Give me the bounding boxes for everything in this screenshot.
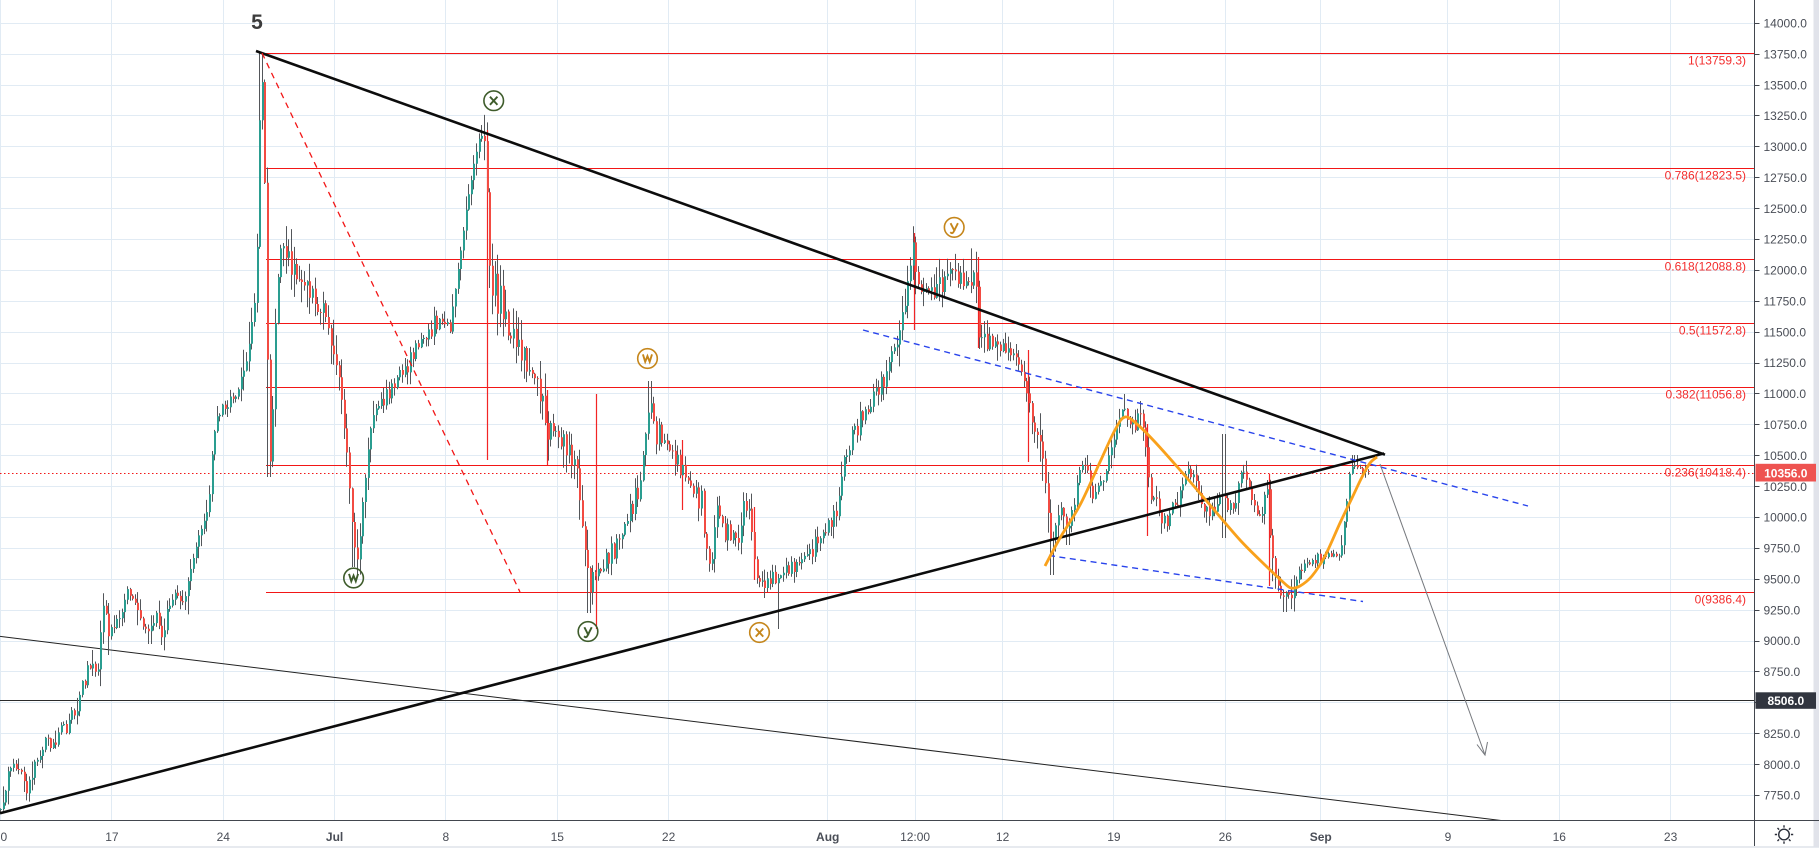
svg-text:8: 8 — [443, 830, 450, 844]
svg-text:12750.0: 12750.0 — [1764, 171, 1808, 185]
svg-text:5: 5 — [251, 11, 263, 34]
svg-text:0.786(12823.5): 0.786(12823.5) — [1665, 169, 1746, 183]
svg-text:11000.0: 11000.0 — [1764, 387, 1807, 401]
svg-text:8750.0: 8750.0 — [1764, 665, 1801, 679]
svg-text:0.236(10418.4): 0.236(10418.4) — [1665, 466, 1746, 480]
svg-text:9: 9 — [1445, 830, 1452, 844]
svg-text:11250.0: 11250.0 — [1764, 356, 1807, 370]
svg-text:0.618(12088.8): 0.618(12088.8) — [1665, 260, 1746, 274]
svg-text:19: 19 — [1107, 830, 1121, 844]
svg-text:Aug: Aug — [816, 830, 839, 844]
svg-text:7750.0: 7750.0 — [1764, 789, 1801, 803]
svg-text:0(9386.4): 0(9386.4) — [1695, 593, 1746, 607]
svg-text:17: 17 — [105, 830, 119, 844]
svg-text:15: 15 — [551, 830, 565, 844]
svg-text:Sep: Sep — [1310, 830, 1332, 844]
svg-text:13500.0: 13500.0 — [1764, 78, 1808, 92]
svg-text:13000.0: 13000.0 — [1764, 140, 1808, 154]
svg-text:14000.0: 14000.0 — [1764, 17, 1808, 31]
svg-text:12500.0: 12500.0 — [1764, 202, 1808, 216]
svg-text:11750.0: 11750.0 — [1764, 295, 1807, 309]
svg-text:8506.0: 8506.0 — [1767, 694, 1804, 708]
svg-text:26: 26 — [1219, 830, 1233, 844]
svg-text:9500.0: 9500.0 — [1764, 573, 1801, 587]
svg-text:13250.0: 13250.0 — [1764, 109, 1808, 123]
svg-text:12250.0: 12250.0 — [1764, 233, 1808, 247]
svg-text:10000.0: 10000.0 — [1764, 511, 1808, 525]
svg-text:10250.0: 10250.0 — [1764, 480, 1808, 494]
svg-text:10750.0: 10750.0 — [1764, 418, 1808, 432]
svg-text:16: 16 — [1553, 830, 1567, 844]
svg-text:0: 0 — [1, 830, 8, 844]
svg-text:0.5(11572.8): 0.5(11572.8) — [1679, 324, 1746, 338]
svg-text:22: 22 — [662, 830, 676, 844]
svg-text:Jul: Jul — [326, 830, 343, 844]
svg-text:8000.0: 8000.0 — [1764, 758, 1801, 772]
svg-text:8250.0: 8250.0 — [1764, 727, 1801, 741]
svg-text:9750.0: 9750.0 — [1764, 542, 1801, 556]
svg-text:9000.0: 9000.0 — [1764, 634, 1801, 648]
svg-text:10356.0: 10356.0 — [1764, 467, 1808, 481]
svg-text:23: 23 — [1664, 830, 1678, 844]
svg-text:11500.0: 11500.0 — [1764, 325, 1807, 339]
svg-text:12:00: 12:00 — [900, 830, 930, 844]
svg-text:10500.0: 10500.0 — [1764, 449, 1808, 463]
svg-text:12000.0: 12000.0 — [1764, 264, 1808, 278]
svg-text:24: 24 — [217, 830, 231, 844]
svg-text:13750.0: 13750.0 — [1764, 47, 1808, 61]
svg-text:12: 12 — [996, 830, 1010, 844]
svg-text:1(13759.3): 1(13759.3) — [1688, 54, 1746, 68]
svg-text:9250.0: 9250.0 — [1764, 603, 1801, 617]
svg-text:0.382(11056.8): 0.382(11056.8) — [1665, 388, 1746, 402]
